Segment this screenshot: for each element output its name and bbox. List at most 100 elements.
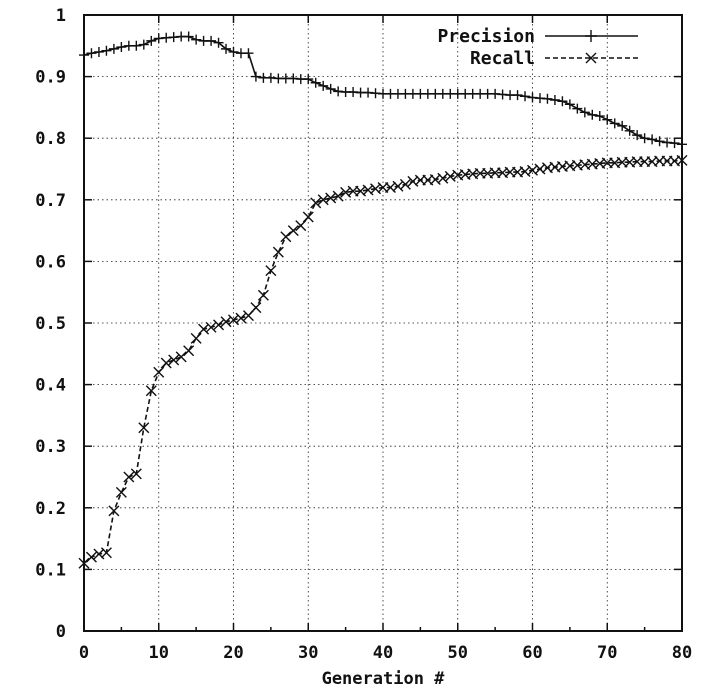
- data-point-recall: [130, 468, 142, 480]
- x-tick-label: 10: [149, 643, 169, 663]
- legend-label-precision: Precision: [437, 26, 535, 47]
- data-point-precision: [512, 90, 523, 101]
- data-point-precision: [250, 71, 261, 82]
- data-point-precision: [183, 31, 194, 42]
- data-point-recall: [437, 172, 449, 184]
- data-point-precision: [93, 46, 104, 57]
- y-tick-label: 0: [56, 622, 66, 642]
- data-point-recall: [213, 319, 225, 331]
- data-point-precision: [310, 77, 321, 88]
- data-point-precision: [579, 107, 590, 118]
- data-point-recall: [399, 178, 411, 190]
- data-point-precision: [624, 125, 635, 136]
- data-point-recall: [235, 312, 247, 324]
- data-point-recall: [108, 505, 120, 517]
- tick-labels: 0 10 20 30 40 50 60 70 80 0 0.1 0.2 0.3 0.4 0.5 0.6 0.7 0…: [35, 6, 692, 663]
- x-tick-label: 70: [597, 643, 617, 663]
- data-point-precision: [669, 138, 680, 149]
- x-tick-label: 80: [672, 643, 692, 663]
- x-tick-label: 20: [223, 643, 243, 663]
- data-point-recall: [85, 551, 97, 563]
- data-point-recall: [183, 345, 195, 357]
- y-tick-label: 0.7: [35, 191, 66, 211]
- data-point-precision: [542, 93, 553, 104]
- data-point-precision: [632, 130, 643, 141]
- data-point-precision: [325, 83, 336, 94]
- data-point-precision: [191, 34, 202, 45]
- data-point-precision: [116, 42, 127, 53]
- data-point-precision: [594, 111, 605, 122]
- axis-ticks: [83, 14, 683, 632]
- data-point-recall: [257, 289, 269, 301]
- data-point-recall: [280, 231, 292, 243]
- data-point-recall: [115, 486, 127, 498]
- x-tick-label: 60: [522, 643, 542, 663]
- data-point-precision: [549, 95, 560, 106]
- y-tick-label: 0.3: [35, 437, 66, 457]
- data-point-recall: [153, 366, 165, 378]
- data-point-precision: [647, 134, 658, 145]
- y-tick-label: 1: [56, 6, 66, 26]
- data-point-recall: [138, 422, 150, 434]
- data-point-recall: [392, 180, 404, 192]
- data-point-recall: [123, 471, 135, 483]
- data-point-recall: [175, 351, 187, 363]
- data-point-precision: [86, 48, 97, 59]
- data-point-precision: [572, 103, 583, 114]
- legend-marker-precision: [585, 30, 597, 42]
- legend-sample-precision: [545, 30, 638, 42]
- data-point-recall: [160, 357, 172, 369]
- data-point-precision: [213, 37, 224, 48]
- data-point-precision: [303, 74, 314, 85]
- series-precision: [79, 31, 687, 150]
- data-point-recall: [145, 385, 157, 397]
- data-point-recall: [265, 265, 277, 277]
- data-point-precision: [639, 133, 650, 144]
- data-point-recall: [205, 321, 217, 333]
- data-point-precision: [557, 96, 568, 107]
- plot-series: [78, 31, 688, 569]
- data-point-precision: [138, 39, 149, 50]
- data-point-recall: [332, 190, 344, 202]
- data-point-precision: [206, 35, 217, 46]
- data-point-recall: [250, 302, 262, 314]
- data-point-recall: [310, 197, 322, 209]
- data-point-precision: [318, 80, 329, 91]
- data-point-precision: [617, 120, 628, 131]
- legend-sample-recall: [545, 52, 638, 64]
- data-point-precision: [131, 40, 142, 51]
- data-point-precision: [243, 48, 254, 59]
- data-point-precision: [587, 109, 598, 120]
- legend-marker-recall: [585, 52, 597, 64]
- data-point-recall: [190, 332, 202, 344]
- data-point-recall: [168, 354, 180, 366]
- data-point-recall: [295, 220, 307, 232]
- legend: Precision Recall: [437, 26, 638, 69]
- y-tick-label: 0.2: [35, 499, 66, 519]
- data-point-precision: [654, 136, 665, 147]
- data-point-recall: [198, 323, 210, 335]
- y-tick-label: 0.4: [35, 376, 66, 396]
- data-point-precision: [564, 99, 575, 110]
- data-point-recall: [228, 314, 239, 326]
- x-tick-label: 0: [79, 643, 89, 663]
- y-tick-label: 0.1: [35, 560, 66, 580]
- y-tick-label: 0.9: [35, 68, 66, 88]
- data-point-recall: [302, 211, 314, 223]
- x-axis-title: Generation #: [322, 669, 446, 689]
- legend-label-recall: Recall: [470, 48, 535, 69]
- data-point-recall: [272, 246, 284, 258]
- data-point-precision: [221, 43, 232, 54]
- data-point-precision: [146, 35, 157, 46]
- data-point-precision: [520, 91, 531, 102]
- data-point-recall: [317, 194, 329, 206]
- data-point-recall: [100, 547, 112, 559]
- grid: [84, 15, 682, 631]
- x-tick-label: 40: [373, 643, 393, 663]
- y-tick-label: 0.5: [35, 314, 66, 334]
- y-tick-label: 0.8: [35, 129, 66, 149]
- plot-frame: [83, 14, 683, 632]
- data-point-precision: [108, 43, 119, 54]
- data-point-recall: [220, 316, 232, 328]
